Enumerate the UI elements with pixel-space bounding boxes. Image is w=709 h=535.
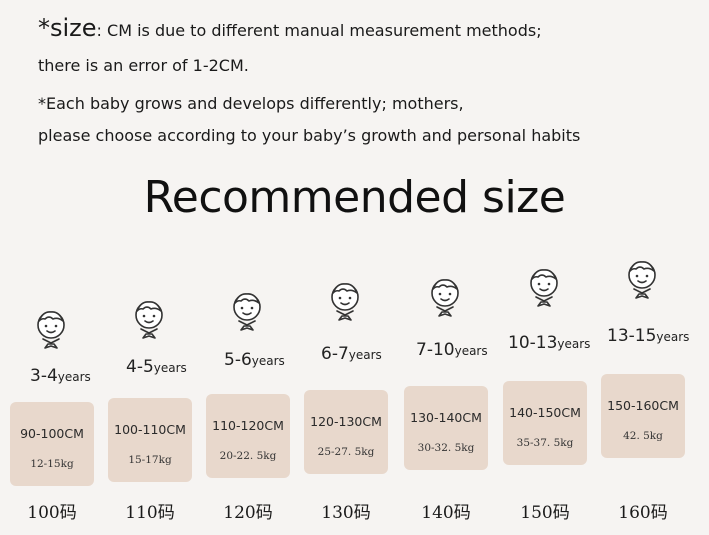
age-range: 13-15years — [607, 326, 689, 346]
age-value: 3-4 — [30, 366, 58, 386]
height-range: 110-120CM — [212, 418, 284, 433]
note-line-2: there is an error of 1-2CM. — [38, 56, 249, 75]
age-range: 4-5years — [126, 357, 187, 377]
size-card: 90-100CM 12-15kg — [10, 402, 94, 486]
age-value: 6-7 — [321, 344, 349, 364]
age-unit: years — [57, 370, 91, 384]
age-value: 13-15 — [607, 326, 657, 346]
age-value: 4-5 — [126, 357, 154, 377]
age-unit: years — [454, 344, 488, 358]
weight-range: 12-15kg — [30, 458, 74, 470]
size-card: 110-120CM 20-22. 5kg — [206, 394, 290, 478]
size-label: *size — [38, 14, 97, 42]
weight-range: 25-27. 5kg — [317, 446, 375, 458]
age-unit: years — [153, 361, 187, 375]
size-card: 140-150CM 35-37. 5kg — [503, 381, 587, 465]
age-range: 7-10years — [416, 340, 488, 360]
child-face-icon — [325, 280, 365, 328]
size-card: 120-130CM 25-27. 5kg — [304, 390, 388, 474]
age-range: 6-7years — [321, 344, 382, 364]
age-value: 5-6 — [224, 350, 252, 370]
note-line-3: *Each baby grows and develops differentl… — [38, 94, 464, 113]
age-value: 7-10 — [416, 340, 455, 360]
height-range: 140-150CM — [509, 405, 581, 420]
weight-range: 30-32. 5kg — [417, 442, 475, 454]
height-range: 130-140CM — [410, 410, 482, 425]
weight-range: 35-37. 5kg — [516, 437, 574, 449]
child-face-icon — [622, 258, 662, 306]
weight-range: 42. 5kg — [623, 430, 663, 442]
size-code: 110码 — [125, 503, 175, 523]
age-unit: years — [557, 337, 591, 351]
note-line-4: please choose according to your baby’s g… — [38, 126, 581, 145]
child-face-icon — [129, 298, 169, 346]
weight-range: 15-17kg — [128, 454, 172, 466]
height-range: 100-110CM — [114, 422, 186, 437]
note-line-1-text: : CM is due to different manual measurem… — [96, 21, 542, 40]
height-range: 90-100CM — [20, 426, 84, 441]
size-card: 130-140CM 30-32. 5kg — [404, 386, 488, 470]
child-face-icon — [524, 266, 564, 314]
height-range: 150-160CM — [607, 398, 679, 413]
age-unit: years — [251, 354, 285, 368]
age-range: 5-6years — [224, 350, 285, 370]
age-value: 10-13 — [508, 333, 558, 353]
size-card: 150-160CM 42. 5kg — [601, 374, 685, 458]
size-code: 100码 — [27, 503, 77, 523]
age-range: 3-4years — [30, 366, 91, 386]
age-unit: years — [656, 330, 690, 344]
height-range: 120-130CM — [310, 414, 382, 429]
size-code: 130码 — [321, 503, 371, 523]
size-code: 140码 — [421, 503, 471, 523]
child-face-icon — [425, 276, 465, 324]
size-code: 160码 — [618, 503, 668, 523]
age-unit: years — [348, 348, 382, 362]
size-card: 100-110CM 15-17kg — [108, 398, 192, 482]
page-title: Recommended size — [143, 172, 566, 223]
child-face-icon — [227, 290, 267, 338]
age-range: 10-13years — [508, 333, 590, 353]
weight-range: 20-22. 5kg — [219, 450, 277, 462]
size-code: 150码 — [520, 503, 570, 523]
size-code: 120码 — [223, 503, 273, 523]
note-line-1: *size: CM is due to different manual mea… — [38, 14, 542, 42]
child-face-icon — [31, 308, 71, 356]
